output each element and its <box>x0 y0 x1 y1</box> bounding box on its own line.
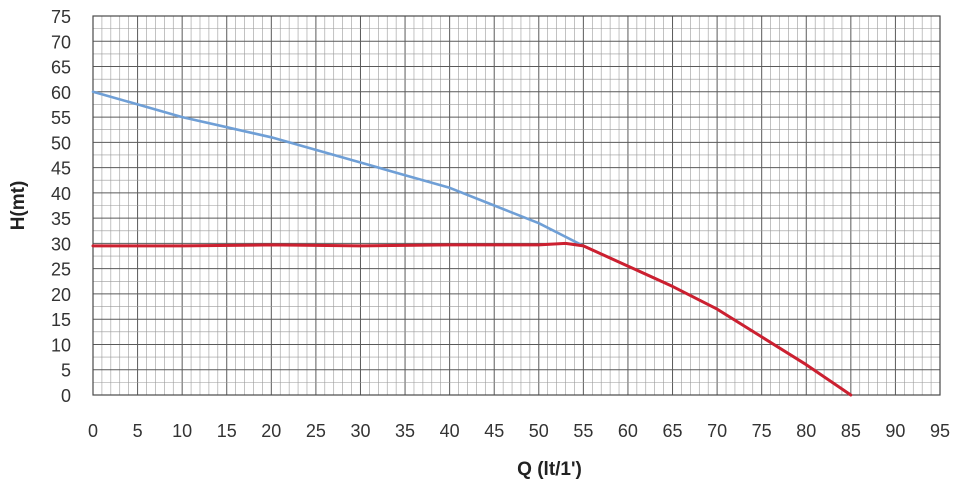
series-group <box>91 90 853 397</box>
y-tick-label: 40 <box>51 184 71 204</box>
x-tick-label: 60 <box>618 421 638 441</box>
x-tick-label: 35 <box>395 421 415 441</box>
x-tick-label: 15 <box>217 421 237 441</box>
y-tick-label: 70 <box>51 32 71 52</box>
y-tick-label: 35 <box>51 209 71 229</box>
x-tick-label: 30 <box>350 421 370 441</box>
x-tick-label: 45 <box>484 421 504 441</box>
x-tick-label: 85 <box>841 421 861 441</box>
x-tick-label: 0 <box>88 421 98 441</box>
y-tick-label: 60 <box>51 83 71 103</box>
y-tick-label: 45 <box>51 159 71 179</box>
x-tick-labels: 0 5 10 15 20 25 30 35 40 45 50 55 60 65 70 75 80 85 90 95 <box>88 421 950 441</box>
y-axis-title: H(mt) <box>8 181 29 231</box>
x-tick-label: 65 <box>663 421 683 441</box>
x-tick-label: 75 <box>752 421 772 441</box>
y-tick-label: 30 <box>51 234 71 254</box>
y-tick-labels: 0 5 10 15 20 25 30 35 40 45 50 55 60 65 70 75 <box>51 7 71 406</box>
y-tick-label: 5 <box>61 361 71 381</box>
x-tick-label: 25 <box>306 421 326 441</box>
x-axis-title: Q (lt/1') <box>517 459 582 480</box>
x-tick-label: 20 <box>261 421 281 441</box>
y-tick-label: 0 <box>61 386 71 406</box>
y-tick-label: 10 <box>51 335 71 355</box>
x-tick-label: 50 <box>529 421 549 441</box>
series-line-2 <box>91 241 853 397</box>
y-tick-label: 65 <box>51 58 71 78</box>
x-tick-label: 80 <box>796 421 816 441</box>
plot-frame <box>92 15 941 396</box>
x-tick-label: 10 <box>172 421 192 441</box>
y-tick-label: 75 <box>51 7 71 27</box>
x-tick-label: 55 <box>573 421 593 441</box>
y-tick-label: 50 <box>51 133 71 153</box>
x-tick-label: 95 <box>930 421 950 441</box>
x-tick-label: 40 <box>440 421 460 441</box>
y-tick-label: 55 <box>51 108 71 128</box>
grid <box>92 15 941 396</box>
y-tick-label: 25 <box>51 260 71 280</box>
y-tick-label: 20 <box>51 285 71 305</box>
x-tick-label: 90 <box>885 421 905 441</box>
x-tick-label: 70 <box>707 421 727 441</box>
x-tick-label: 5 <box>133 421 143 441</box>
y-tick-label: 15 <box>51 310 71 330</box>
